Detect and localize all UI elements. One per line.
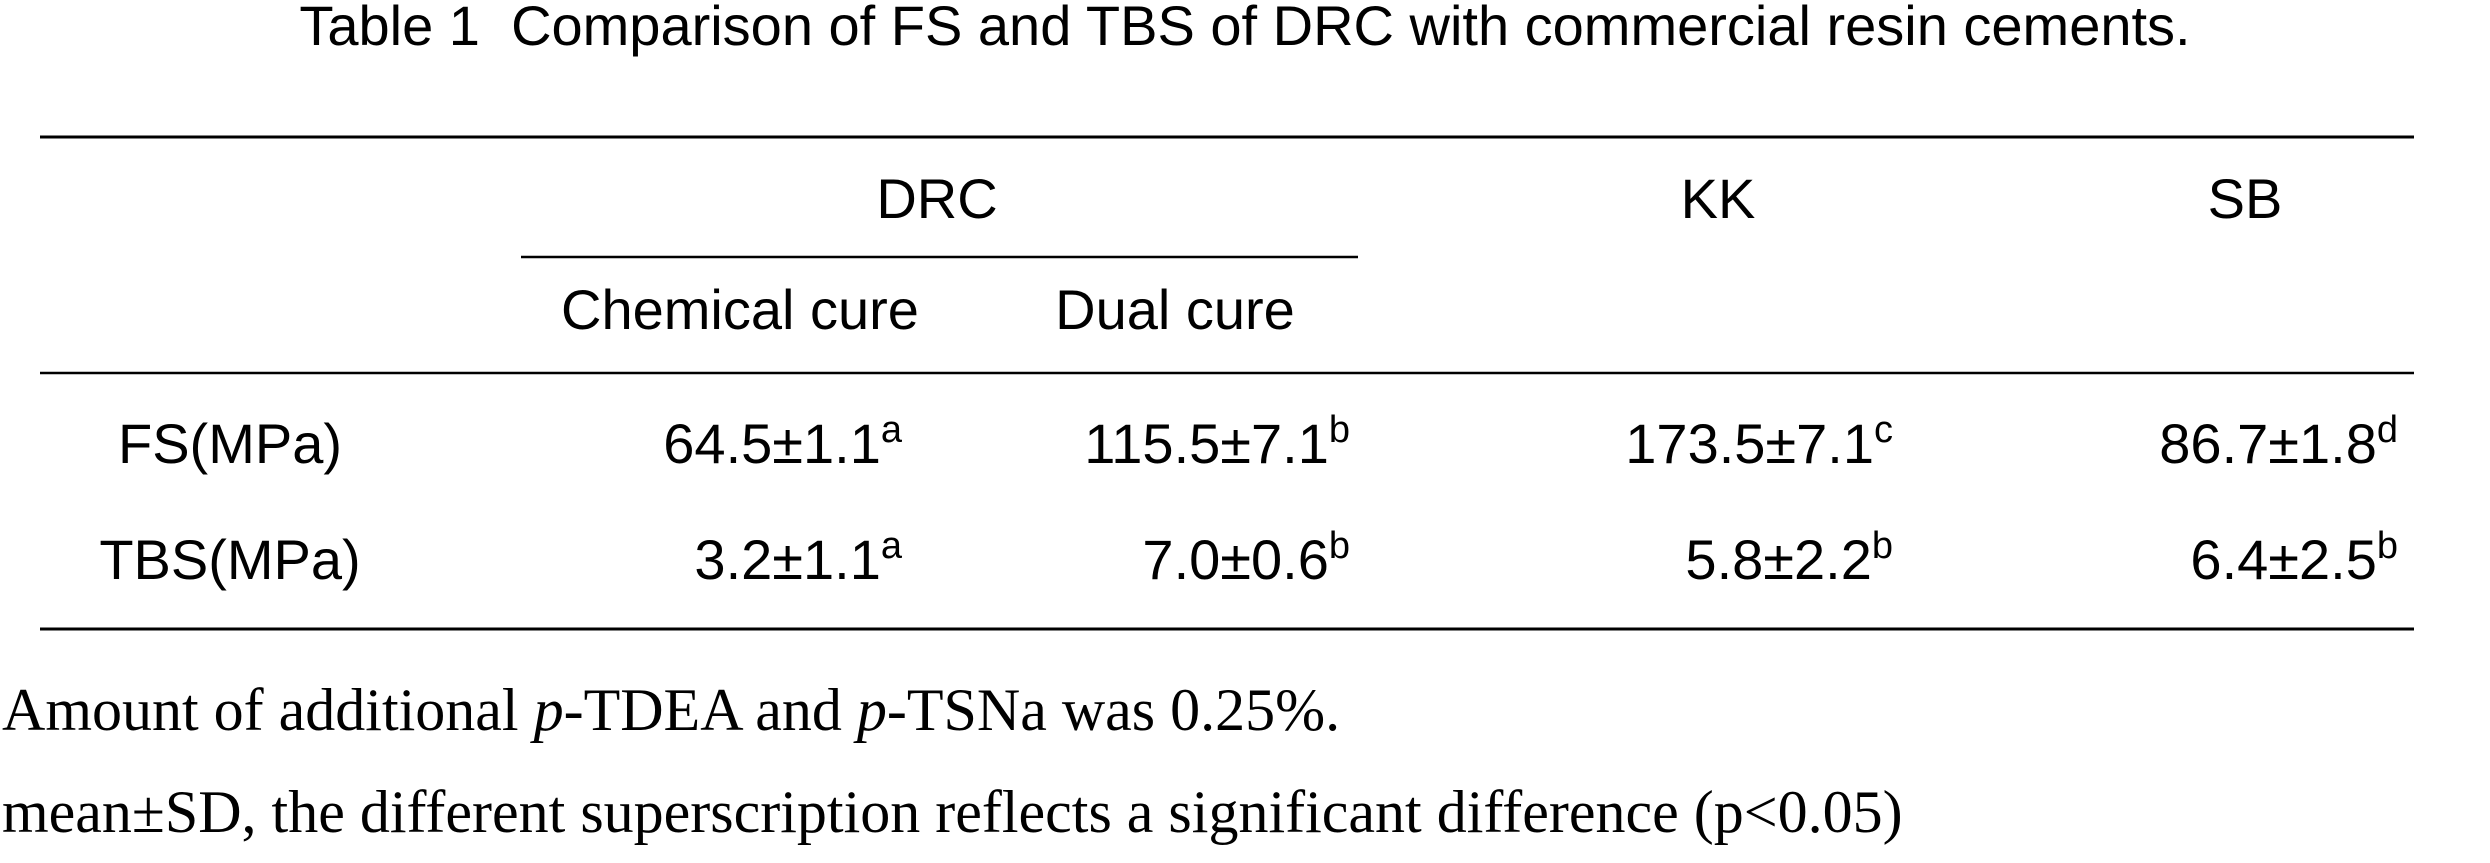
footnote-text: p bbox=[853, 677, 887, 743]
column-header: SB bbox=[2208, 167, 2283, 230]
cell-value: 86.7±1.8 bbox=[2159, 412, 2377, 475]
footnote: mean±SD, the different superscription re… bbox=[2, 779, 1903, 845]
cell-superscript: b bbox=[1872, 525, 1893, 567]
cell-superscript: a bbox=[881, 525, 903, 567]
footnote-text: -TDEA and bbox=[564, 677, 857, 743]
cell-superscript: d bbox=[2377, 409, 2398, 451]
cell: 115.5±7.1b bbox=[1084, 409, 1350, 475]
group-header: DRC bbox=[876, 167, 997, 230]
cell: 64.5±1.1a bbox=[663, 409, 903, 475]
footnote: Amount of additional p-TDEA and p-TSNa w… bbox=[2, 677, 1340, 743]
column-header: KK bbox=[1681, 167, 1756, 230]
cell-value: 5.8±2.2 bbox=[1685, 528, 1871, 591]
cell-value: 64.5±1.1 bbox=[663, 412, 881, 475]
cell-superscript: b bbox=[1329, 409, 1350, 451]
cell-value: 7.0±0.6 bbox=[1142, 528, 1328, 591]
row-label: FS(MPa) bbox=[118, 412, 342, 475]
footnote-text: mean±SD, the different superscription re… bbox=[2, 779, 1903, 845]
sub-header: Chemical cure bbox=[561, 278, 919, 341]
row-label: TBS(MPa) bbox=[99, 528, 360, 591]
footnote-text: -TSNa was 0.25%. bbox=[887, 677, 1340, 743]
cell-value: 173.5±7.1 bbox=[1625, 412, 1874, 475]
cell: 173.5±7.1c bbox=[1625, 409, 1893, 475]
cell: 3.2±1.1a bbox=[694, 525, 902, 591]
cell-value: 3.2±1.1 bbox=[694, 528, 880, 591]
cell-value: 115.5±7.1 bbox=[1084, 412, 1329, 475]
cell: 7.0±0.6b bbox=[1142, 525, 1350, 591]
cell: 6.4±2.5b bbox=[2190, 525, 2398, 591]
sub-header: Dual cure bbox=[1055, 278, 1295, 341]
cell-superscript: b bbox=[2377, 525, 2398, 567]
cell-value: 6.4±2.5 bbox=[2190, 528, 2376, 591]
cell-superscript: c bbox=[1874, 409, 1893, 451]
cell-superscript: b bbox=[1329, 525, 1350, 567]
table-title: Table 1 Comparison of FS and TBS of DRC … bbox=[299, 0, 2190, 57]
cell-superscript: a bbox=[881, 409, 903, 451]
cell: 5.8±2.2b bbox=[1685, 525, 1893, 591]
footnote-text: p bbox=[530, 677, 564, 743]
footnote-text: Amount of additional bbox=[2, 677, 534, 743]
cell: 86.7±1.8d bbox=[2159, 409, 2398, 475]
